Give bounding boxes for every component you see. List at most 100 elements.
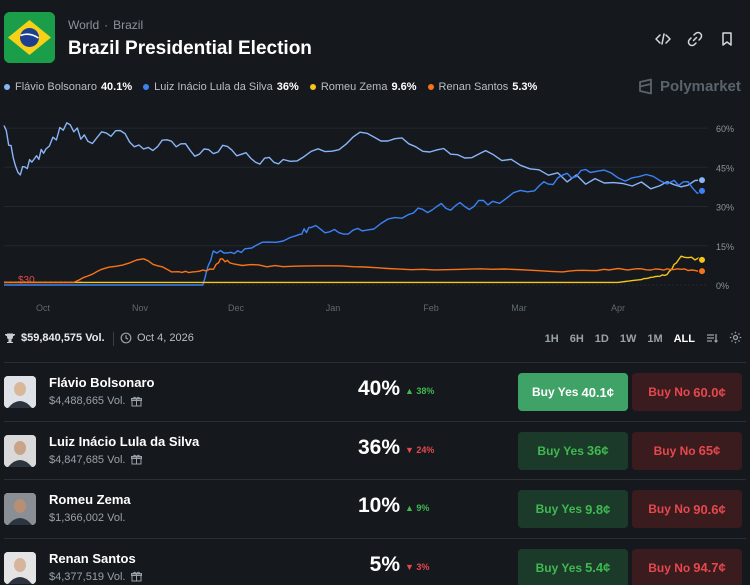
legend-item-renan-santos[interactable]: Renan Santos 5.3% xyxy=(427,81,537,93)
breadcrumb: World · Brazil xyxy=(68,18,144,32)
breadcrumb-brazil[interactable]: Brazil xyxy=(113,18,144,32)
price-chart[interactable]: 60% 45% 30% 15% 0% Oct Nov Dec Jan Feb Mar Apr $30 xyxy=(0,100,750,325)
candidate-volume-value: $4,377,519 Vol. xyxy=(49,570,126,583)
y-tick-label: 60% xyxy=(716,124,734,134)
link-icon[interactable] xyxy=(686,30,704,48)
triangle-up-icon: ▲ xyxy=(405,386,417,396)
page-title: Brazil Presidential Election xyxy=(68,38,312,59)
buy-no-price: 90.6¢ xyxy=(693,501,726,517)
change-value: 9% xyxy=(416,503,430,513)
buy-yes-price: 36¢ xyxy=(586,443,609,458)
series-line-renan-santos xyxy=(4,258,703,284)
breadcrumb-world[interactable]: World xyxy=(68,18,100,32)
gift-icon[interactable] xyxy=(131,571,143,582)
brazil-flag-icon xyxy=(4,12,55,63)
gift-icon[interactable] xyxy=(131,454,143,465)
legend-dot xyxy=(427,84,434,90)
x-tick-label: Jan xyxy=(326,303,341,313)
buy-no-label: Buy No xyxy=(648,560,691,575)
candidate-percent: 36% xyxy=(357,435,400,459)
polymarket-logo-icon xyxy=(639,78,652,95)
triangle-up-icon: ▲ xyxy=(405,503,417,513)
legend-item-flavio-bolsonaro[interactable]: Flávio Bolsonaro 40.1% xyxy=(4,81,132,93)
triangle-down-icon: ▼ xyxy=(405,444,417,455)
buy-yes-button[interactable]: Buy Yes 40.1¢ xyxy=(518,373,628,411)
candidate-percent: 40% xyxy=(357,377,400,400)
series-line-luiz-inacio-lula-da-silva xyxy=(4,168,703,286)
buy-yes-button[interactable]: Buy Yes 9.8¢ xyxy=(518,490,628,528)
legend-name: Flávio Bolsonaro xyxy=(15,81,97,93)
market-stats: $59,840,575 Vol. Oct 4, 2026 1H 6H 1D 1W 1M A… xyxy=(4,330,746,348)
buy-no-button[interactable]: Buy No 94.7¢ xyxy=(632,548,742,585)
buy-no-button[interactable]: Buy No 90.6¢ xyxy=(632,490,742,528)
range-all[interactable]: ALL xyxy=(673,333,695,345)
change-value: 24% xyxy=(416,444,435,455)
series-end-point xyxy=(698,176,706,185)
buy-no-button[interactable]: Buy No 65¢ xyxy=(632,431,742,470)
x-tick-label: Nov xyxy=(132,303,149,313)
candidate-volume-value: $4,488,665 Vol. xyxy=(49,395,126,407)
candidate-volume: $4,847,685 Vol. xyxy=(49,454,143,466)
market-header: World · Brazil Brazil Presidential Electio… xyxy=(0,0,750,72)
x-tick-label: Mar xyxy=(511,303,527,313)
triangle-down-icon: ▼ xyxy=(405,561,417,572)
legend-name: Renan Santos xyxy=(438,81,509,93)
stats-divider xyxy=(113,332,114,346)
avatar xyxy=(4,434,36,467)
legend-dot xyxy=(309,84,316,90)
series-line-romeu-zema xyxy=(4,255,703,284)
candidate-row-renan-santos[interactable]: Renan Santos $4,377,519 Vol. 5% ▼ 3% Buy Yes… xyxy=(4,537,746,585)
series-line-flavio-bolsonaro xyxy=(3,122,703,190)
legend-name: Luiz Inácio Lula da Silva xyxy=(154,81,273,93)
buy-no-button[interactable]: Buy No 60.0¢ xyxy=(632,373,742,411)
buy-yes-price: 40.1¢ xyxy=(581,384,615,400)
avatar xyxy=(4,551,36,584)
buy-yes-label: Buy Yes xyxy=(531,385,579,399)
price-marker-label: $30 xyxy=(18,275,35,286)
legend-name: Romeu Zema xyxy=(320,81,388,93)
legend-item-luiz-inacio-lula-da-silva[interactable]: Luiz Inácio Lula da Silva 36% xyxy=(143,81,299,93)
bookmark-icon[interactable] xyxy=(718,30,736,48)
candidate-row-romeu-zema[interactable]: Romeu Zema $1,366,002 Vol. 10% ▲ 9% Buy Yes 9… xyxy=(4,479,746,538)
candidate-name[interactable]: Romeu Zema xyxy=(49,492,131,507)
total-volume-value: $59,840,575 Vol. xyxy=(21,332,105,344)
candidate-name[interactable]: Luiz Inácio Lula da Silva xyxy=(49,433,200,449)
y-tick-label: 30% xyxy=(716,203,734,213)
candidate-percent: 10% xyxy=(357,494,400,517)
legend-dot xyxy=(143,84,150,90)
end-date-value: Oct 4, 2026 xyxy=(137,332,194,344)
polymarket-logo: Polymarket xyxy=(637,78,741,95)
range-1m[interactable]: 1M xyxy=(647,333,663,345)
range-1d[interactable]: 1D xyxy=(594,333,609,345)
change-value: 38% xyxy=(416,386,435,396)
settings-gear-icon[interactable] xyxy=(729,331,742,347)
buy-yes-button[interactable]: Buy Yes 36¢ xyxy=(518,431,628,470)
legend-dot xyxy=(4,84,10,90)
candidate-volume: $4,488,665 Vol. xyxy=(49,395,143,407)
candidate-volume: $4,377,519 Vol. xyxy=(49,570,143,583)
candidate-volume-value: $1,366,002 Vol. xyxy=(49,512,126,524)
range-1h[interactable]: 1H xyxy=(544,333,559,345)
legend-value: 40.1% xyxy=(100,81,133,93)
embed-icon[interactable] xyxy=(654,30,672,48)
candidate-row-luiz-inacio-lula-da-silva[interactable]: Luiz Inácio Lula da Silva $4,847,685 Vol.… xyxy=(4,420,746,480)
clock-icon xyxy=(120,332,132,344)
range-6h[interactable]: 6H xyxy=(569,333,584,345)
chart-legend: Flávio Bolsonaro 40.1% Luiz Inácio Lula da… xyxy=(4,80,548,94)
range-1w[interactable]: 1W xyxy=(619,333,637,345)
gift-icon[interactable] xyxy=(131,396,143,407)
candidate-name[interactable]: Flávio Bolsonaro xyxy=(49,375,155,390)
buy-yes-label: Buy Yes xyxy=(537,443,584,458)
candidate-row-flavio-bolsonaro[interactable]: Flávio Bolsonaro $4,488,665 Vol. 40% ▲ 38% B… xyxy=(4,362,746,421)
candidate-list: Flávio Bolsonaro $4,488,665 Vol. 40% ▲ 38% B… xyxy=(4,362,746,585)
series-end-point xyxy=(698,255,706,264)
buy-yes-price: 5.4¢ xyxy=(585,560,611,575)
buy-no-price: 60.0¢ xyxy=(693,384,726,400)
filter-icon[interactable] xyxy=(706,332,718,347)
series-end-point xyxy=(698,186,706,195)
end-date: Oct 4, 2026 xyxy=(120,332,194,344)
buy-yes-button[interactable]: Buy Yes 5.4¢ xyxy=(518,548,628,585)
brand-name: Polymarket xyxy=(660,78,741,95)
candidate-name[interactable]: Renan Santos xyxy=(49,550,136,566)
legend-item-romeu-zema[interactable]: Romeu Zema 9.6% xyxy=(309,81,417,93)
